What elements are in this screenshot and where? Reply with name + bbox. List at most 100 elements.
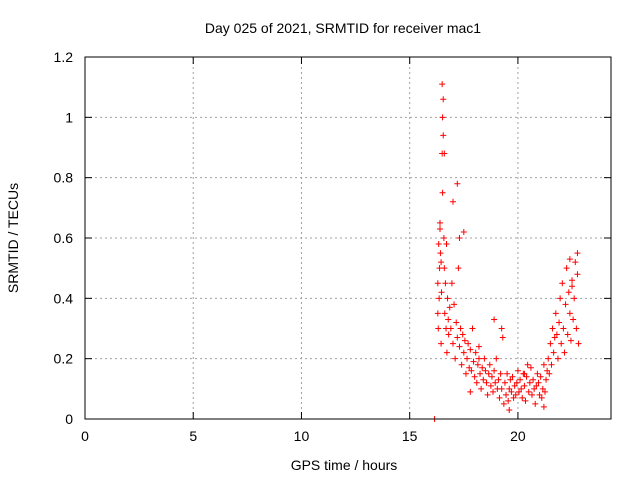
- data-point: [560, 325, 567, 332]
- data-point: [559, 280, 566, 287]
- data-point: [434, 310, 441, 317]
- data-point: [498, 325, 505, 332]
- data-point: [525, 388, 532, 395]
- data-point: [440, 96, 447, 103]
- data-point: [517, 376, 524, 383]
- data-point: [565, 289, 572, 296]
- data-point: [435, 241, 442, 248]
- data-point: [536, 391, 543, 398]
- data-point: [566, 256, 573, 263]
- data-point: [524, 361, 531, 368]
- data-point: [480, 376, 487, 383]
- data-point: [554, 355, 561, 362]
- data-point: [506, 406, 513, 413]
- data-point: [530, 376, 537, 383]
- data-point: [557, 295, 564, 302]
- data-point: [540, 403, 547, 410]
- data-point: [439, 189, 446, 196]
- x-tick-label: 15: [402, 428, 418, 444]
- data-point: [436, 225, 443, 232]
- data-point: [487, 382, 494, 389]
- data-point: [469, 325, 476, 332]
- data-point: [477, 370, 484, 377]
- data-point: [537, 373, 544, 380]
- data-point: [445, 331, 452, 338]
- data-point: [462, 370, 469, 377]
- data-point: [446, 304, 453, 311]
- data-point: [457, 325, 464, 332]
- data-point: [545, 355, 552, 362]
- data-point: [448, 280, 455, 287]
- data-point: [436, 295, 443, 302]
- data-point: [455, 265, 462, 272]
- x-tick-label: 0: [81, 428, 89, 444]
- data-point: [573, 325, 580, 332]
- data-point: [503, 391, 510, 398]
- y-tick-label: 1.2: [54, 49, 74, 65]
- data-point: [498, 385, 505, 392]
- data-point: [475, 355, 482, 362]
- data-point: [507, 376, 514, 383]
- data-point: [574, 271, 581, 278]
- data-point: [551, 334, 558, 341]
- data-point: [486, 361, 493, 368]
- data-point: [521, 370, 528, 377]
- data-point: [561, 349, 568, 356]
- data-point: [493, 355, 500, 362]
- data-point: [478, 385, 485, 392]
- y-tick-label: 0.8: [54, 170, 74, 186]
- data-point: [539, 385, 546, 392]
- data-point: [444, 295, 451, 302]
- data-point: [439, 81, 446, 88]
- data-point: [533, 382, 540, 389]
- data-point: [482, 367, 489, 374]
- data-point: [443, 349, 450, 356]
- y-axis-label: SRMTID / TECUs: [5, 183, 21, 293]
- data-point: [522, 397, 529, 404]
- data-point: [528, 391, 535, 398]
- data-point: [548, 361, 555, 368]
- data-point: [468, 367, 475, 374]
- data-point: [516, 388, 523, 395]
- data-point: [441, 310, 448, 317]
- data-point: [574, 250, 581, 257]
- data-point: [506, 385, 513, 392]
- data-point: [532, 400, 539, 407]
- data-point: [454, 334, 461, 341]
- data-point: [458, 361, 465, 368]
- data-point: [510, 394, 517, 401]
- data-point: [505, 397, 512, 404]
- data-point: [563, 265, 570, 272]
- data-point: [567, 337, 574, 344]
- data-point: [509, 373, 516, 380]
- data-point: [438, 259, 445, 266]
- data-point: [488, 373, 495, 380]
- data-point: [460, 349, 467, 356]
- data-point: [438, 340, 445, 347]
- data-point: [473, 379, 480, 386]
- data-point: [454, 180, 461, 187]
- data-point: [541, 388, 548, 395]
- x-tick-label: 10: [294, 428, 310, 444]
- data-point: [514, 367, 521, 374]
- data-point: [440, 235, 447, 241]
- data-point: [538, 394, 545, 401]
- data-point: [523, 373, 530, 380]
- data-point: [562, 301, 569, 308]
- data-point: [467, 346, 474, 353]
- data-point: [531, 385, 538, 392]
- data-point: [550, 349, 557, 356]
- data-point: [492, 379, 499, 386]
- y-tick-label: 0: [65, 411, 73, 427]
- data-point: [470, 358, 477, 365]
- data-point: [447, 325, 454, 332]
- data-point: [566, 310, 573, 317]
- data-point: [471, 373, 478, 380]
- data-point: [434, 280, 441, 287]
- data-point: [479, 364, 486, 371]
- data-point: [441, 265, 448, 272]
- data-point: [437, 250, 444, 257]
- data-point: [483, 379, 490, 386]
- data-point: [512, 391, 519, 398]
